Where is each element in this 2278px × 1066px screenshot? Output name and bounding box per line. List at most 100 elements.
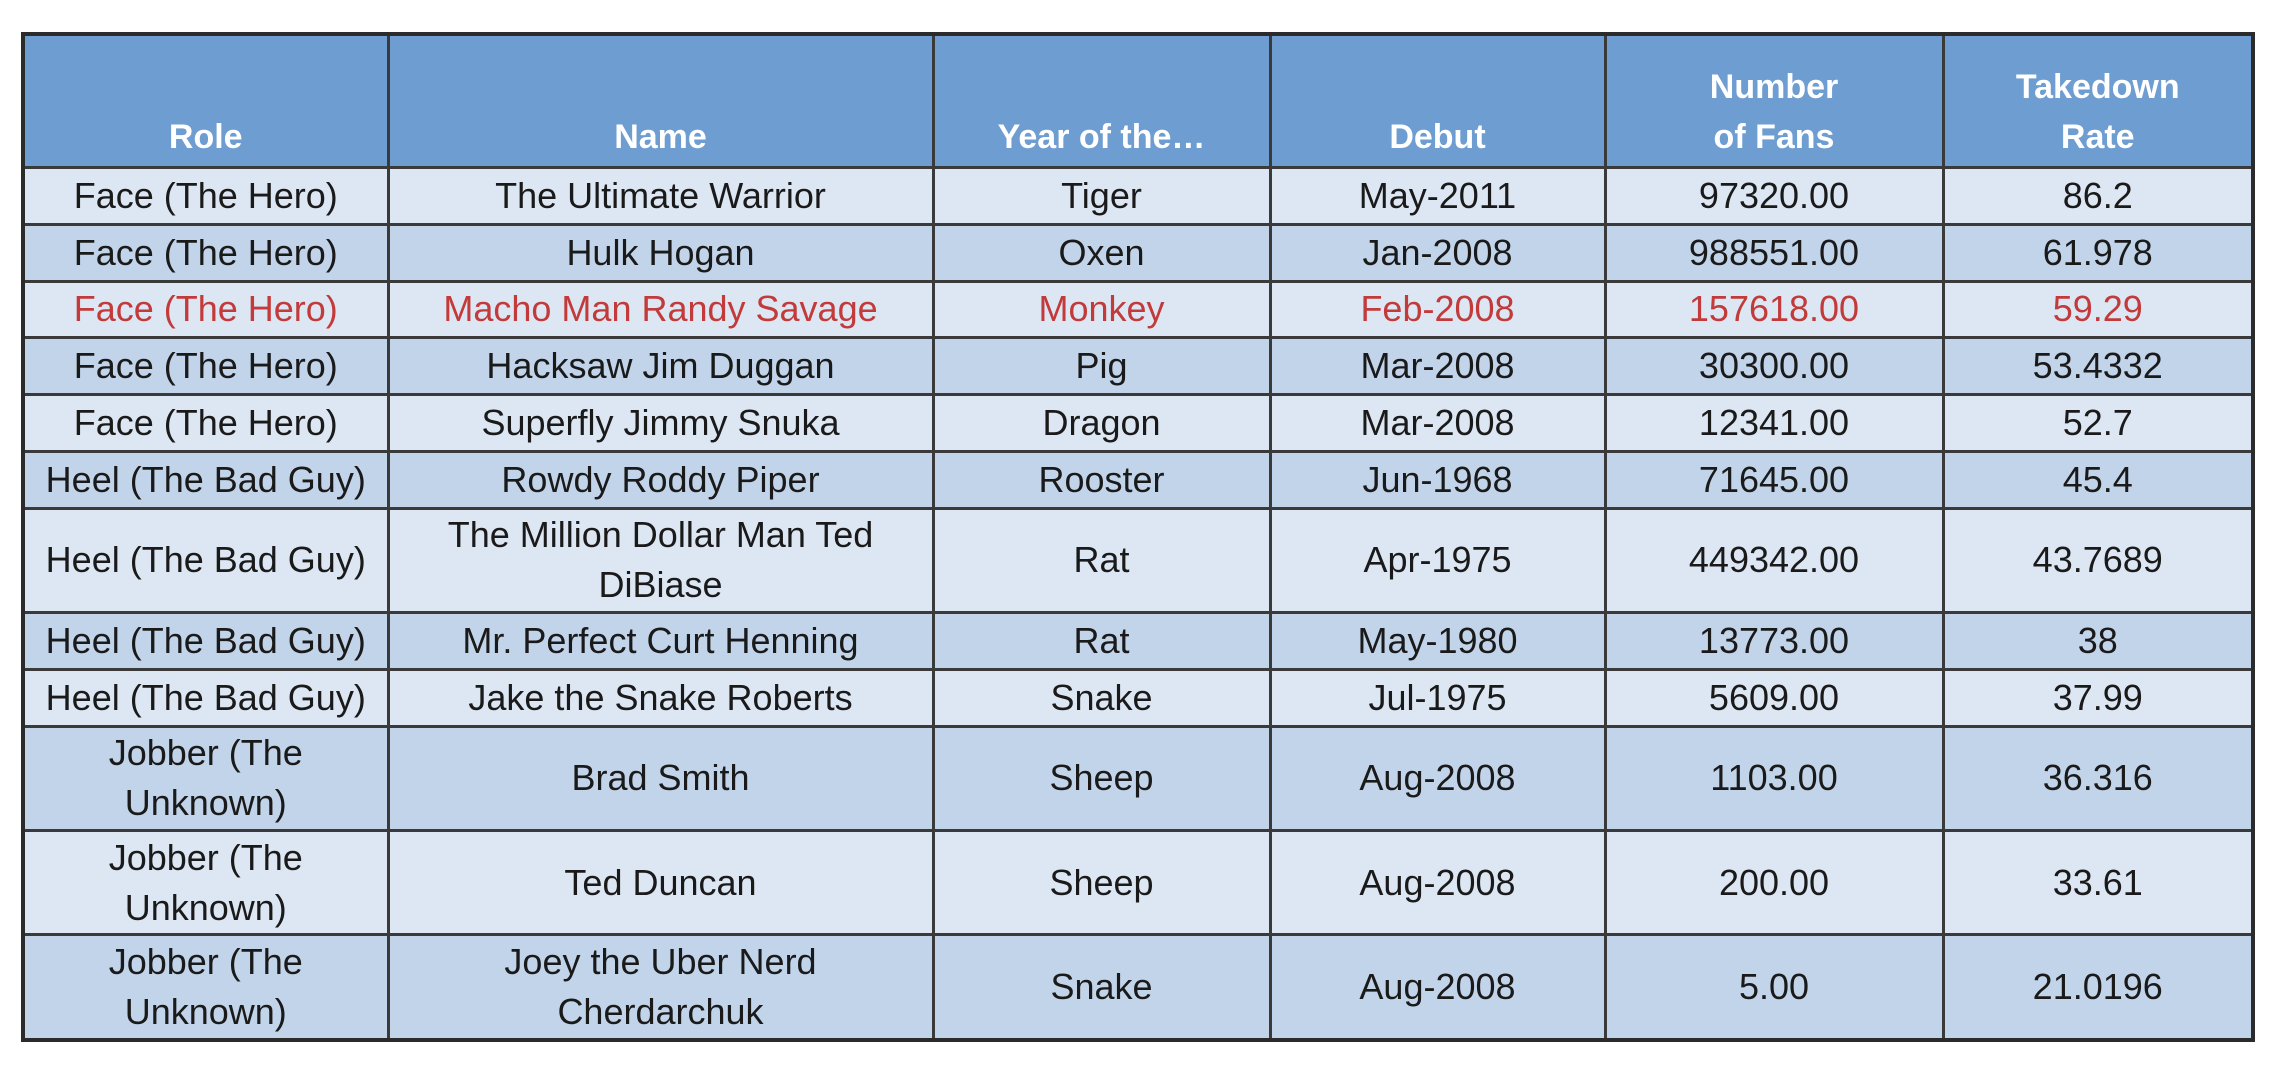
cell-role-text: Jobber (The Unknown) [108,941,303,1033]
cell-role: Heel (The Bad Guy) [21,506,390,615]
cell-name: Brad Smith [386,724,935,832]
table-row: Jobber (The Unknown) Joey the Uber Nerd … [21,933,2255,1042]
cell-year: Monkey [931,279,1272,340]
cell-debut: Apr-1975 [1268,506,1607,615]
cell-fans: 449342.00 [1603,506,1945,615]
cell-role: Heel (The Bad Guy) [21,449,390,510]
cell-fans: 13773.00 [1603,611,1945,671]
header-row: Role Name Year of the… Debut Number of F… [21,32,2255,169]
cell-year: Rat [931,506,1272,615]
cell-role: Face (The Hero) [21,336,390,397]
table-row: Face (The Hero) Hulk Hogan Oxen Jan-2008… [21,222,2255,283]
cell-debut: Jul-1975 [1268,667,1607,728]
cell-role: Face (The Hero) [21,393,390,453]
cell-role: Face (The Hero) [21,222,390,283]
table-row: Face (The Hero) Superfly Jimmy Snuka Dra… [21,393,2255,453]
cell-role: Face (The Hero) [21,279,390,340]
header-rate-label: Takedown Rate [2015,68,2180,156]
cell-year: Snake [931,933,1272,1042]
cell-rate: 21.0196 [1941,933,2255,1042]
cell-role: Face (The Hero) [21,166,390,226]
table-row-highlighted: Face (The Hero) Macho Man Randy Savage M… [21,279,2255,340]
cell-name: Ted Duncan [386,828,935,937]
cell-fans: 30300.00 [1603,336,1945,397]
table-row: Heel (The Bad Guy) Jake the Snake Robert… [21,667,2255,728]
cell-fans: 1103.00 [1603,724,1945,832]
header-fans: Number of Fans [1603,32,1945,169]
header-fans-label: Number of Fans [1709,68,1839,156]
cell-fans: 157618.00 [1603,279,1945,340]
cell-fans: 5609.00 [1603,667,1945,728]
cell-debut: Mar-2008 [1268,393,1607,453]
cell-debut: Jun-1968 [1268,449,1607,510]
table-row: Heel (The Bad Guy) The Million Dollar Ma… [21,506,2255,615]
wrestler-table: Role Name Year of the… Debut Number of F… [21,32,2255,1042]
cell-rate: 36.316 [1941,724,2255,832]
cell-year: Rat [931,611,1272,671]
cell-role: Jobber (The Unknown) [21,724,390,832]
table-row: Jobber (The Unknown) Ted Duncan Sheep Au… [21,828,2255,937]
cell-debut: May-2011 [1268,166,1607,226]
cell-rate: 43.7689 [1941,506,2255,615]
cell-debut: Aug-2008 [1268,933,1607,1042]
cell-year: Sheep [931,724,1272,832]
cell-role-text: Jobber (The Unknown) [108,732,303,824]
cell-role: Jobber (The Unknown) [21,933,390,1042]
cell-debut: Mar-2008 [1268,336,1607,397]
header-role: Role [21,32,390,169]
cell-name: Macho Man Randy Savage [386,279,935,340]
table-row: Heel (The Bad Guy) Mr. Perfect Curt Henn… [21,611,2255,671]
cell-rate: 37.99 [1941,667,2255,728]
cell-year: Snake [931,667,1272,728]
cell-debut: Jan-2008 [1268,222,1607,283]
cell-role: Heel (The Bad Guy) [21,667,390,728]
cell-rate: 33.61 [1941,828,2255,937]
cell-debut: Feb-2008 [1268,279,1607,340]
table-row: Heel (The Bad Guy) Rowdy Roddy Piper Roo… [21,449,2255,510]
cell-year: Tiger [931,166,1272,226]
cell-year: Sheep [931,828,1272,937]
cell-name: The Ultimate Warrior [386,166,935,226]
cell-rate: 45.4 [1941,449,2255,510]
cell-fans: 5.00 [1603,933,1945,1042]
cell-role: Heel (The Bad Guy) [21,611,390,671]
cell-name: Hacksaw Jim Duggan [386,336,935,397]
cell-fans: 71645.00 [1603,449,1945,510]
cell-name: Hulk Hogan [386,222,935,283]
cell-fans: 988551.00 [1603,222,1945,283]
cell-name: Rowdy Roddy Piper [386,449,935,510]
cell-year: Pig [931,336,1272,397]
header-year: Year of the… [931,32,1272,169]
cell-name: Mr. Perfect Curt Henning [386,611,935,671]
header-name: Name [386,32,935,169]
cell-rate: 59.29 [1941,279,2255,340]
cell-debut: Aug-2008 [1268,724,1607,832]
header-debut: Debut [1268,32,1607,169]
cell-fans: 97320.00 [1603,166,1945,226]
header-rate: Takedown Rate [1941,32,2255,169]
cell-rate: 61.978 [1941,222,2255,283]
cell-name: Jake the Snake Roberts [386,667,935,728]
cell-fans: 12341.00 [1603,393,1945,453]
cell-rate: 38 [1941,611,2255,671]
cell-name-text: The Million Dollar Man Ted DiBiase [447,514,874,606]
cell-name-text: Joey the Uber Nerd Cherdarchuk [504,941,817,1033]
cell-year: Rooster [931,449,1272,510]
cell-name: Joey the Uber Nerd Cherdarchuk [386,933,935,1042]
wrestler-table-container: Role Name Year of the… Debut Number of F… [21,32,2255,1042]
cell-role-text: Jobber (The Unknown) [108,836,303,928]
table-row: Face (The Hero) The Ultimate Warrior Tig… [21,166,2255,226]
cell-rate: 53.4332 [1941,336,2255,397]
cell-name: The Million Dollar Man Ted DiBiase [386,506,935,615]
cell-fans: 200.00 [1603,828,1945,937]
cell-rate: 86.2 [1941,166,2255,226]
cell-year: Oxen [931,222,1272,283]
cell-rate: 52.7 [1941,393,2255,453]
cell-year: Dragon [931,393,1272,453]
cell-debut: May-1980 [1268,611,1607,671]
table-row: Face (The Hero) Hacksaw Jim Duggan Pig M… [21,336,2255,397]
cell-name: Superfly Jimmy Snuka [386,393,935,453]
table-row: Jobber (The Unknown) Brad Smith Sheep Au… [21,724,2255,832]
cell-role: Jobber (The Unknown) [21,828,390,937]
cell-debut: Aug-2008 [1268,828,1607,937]
